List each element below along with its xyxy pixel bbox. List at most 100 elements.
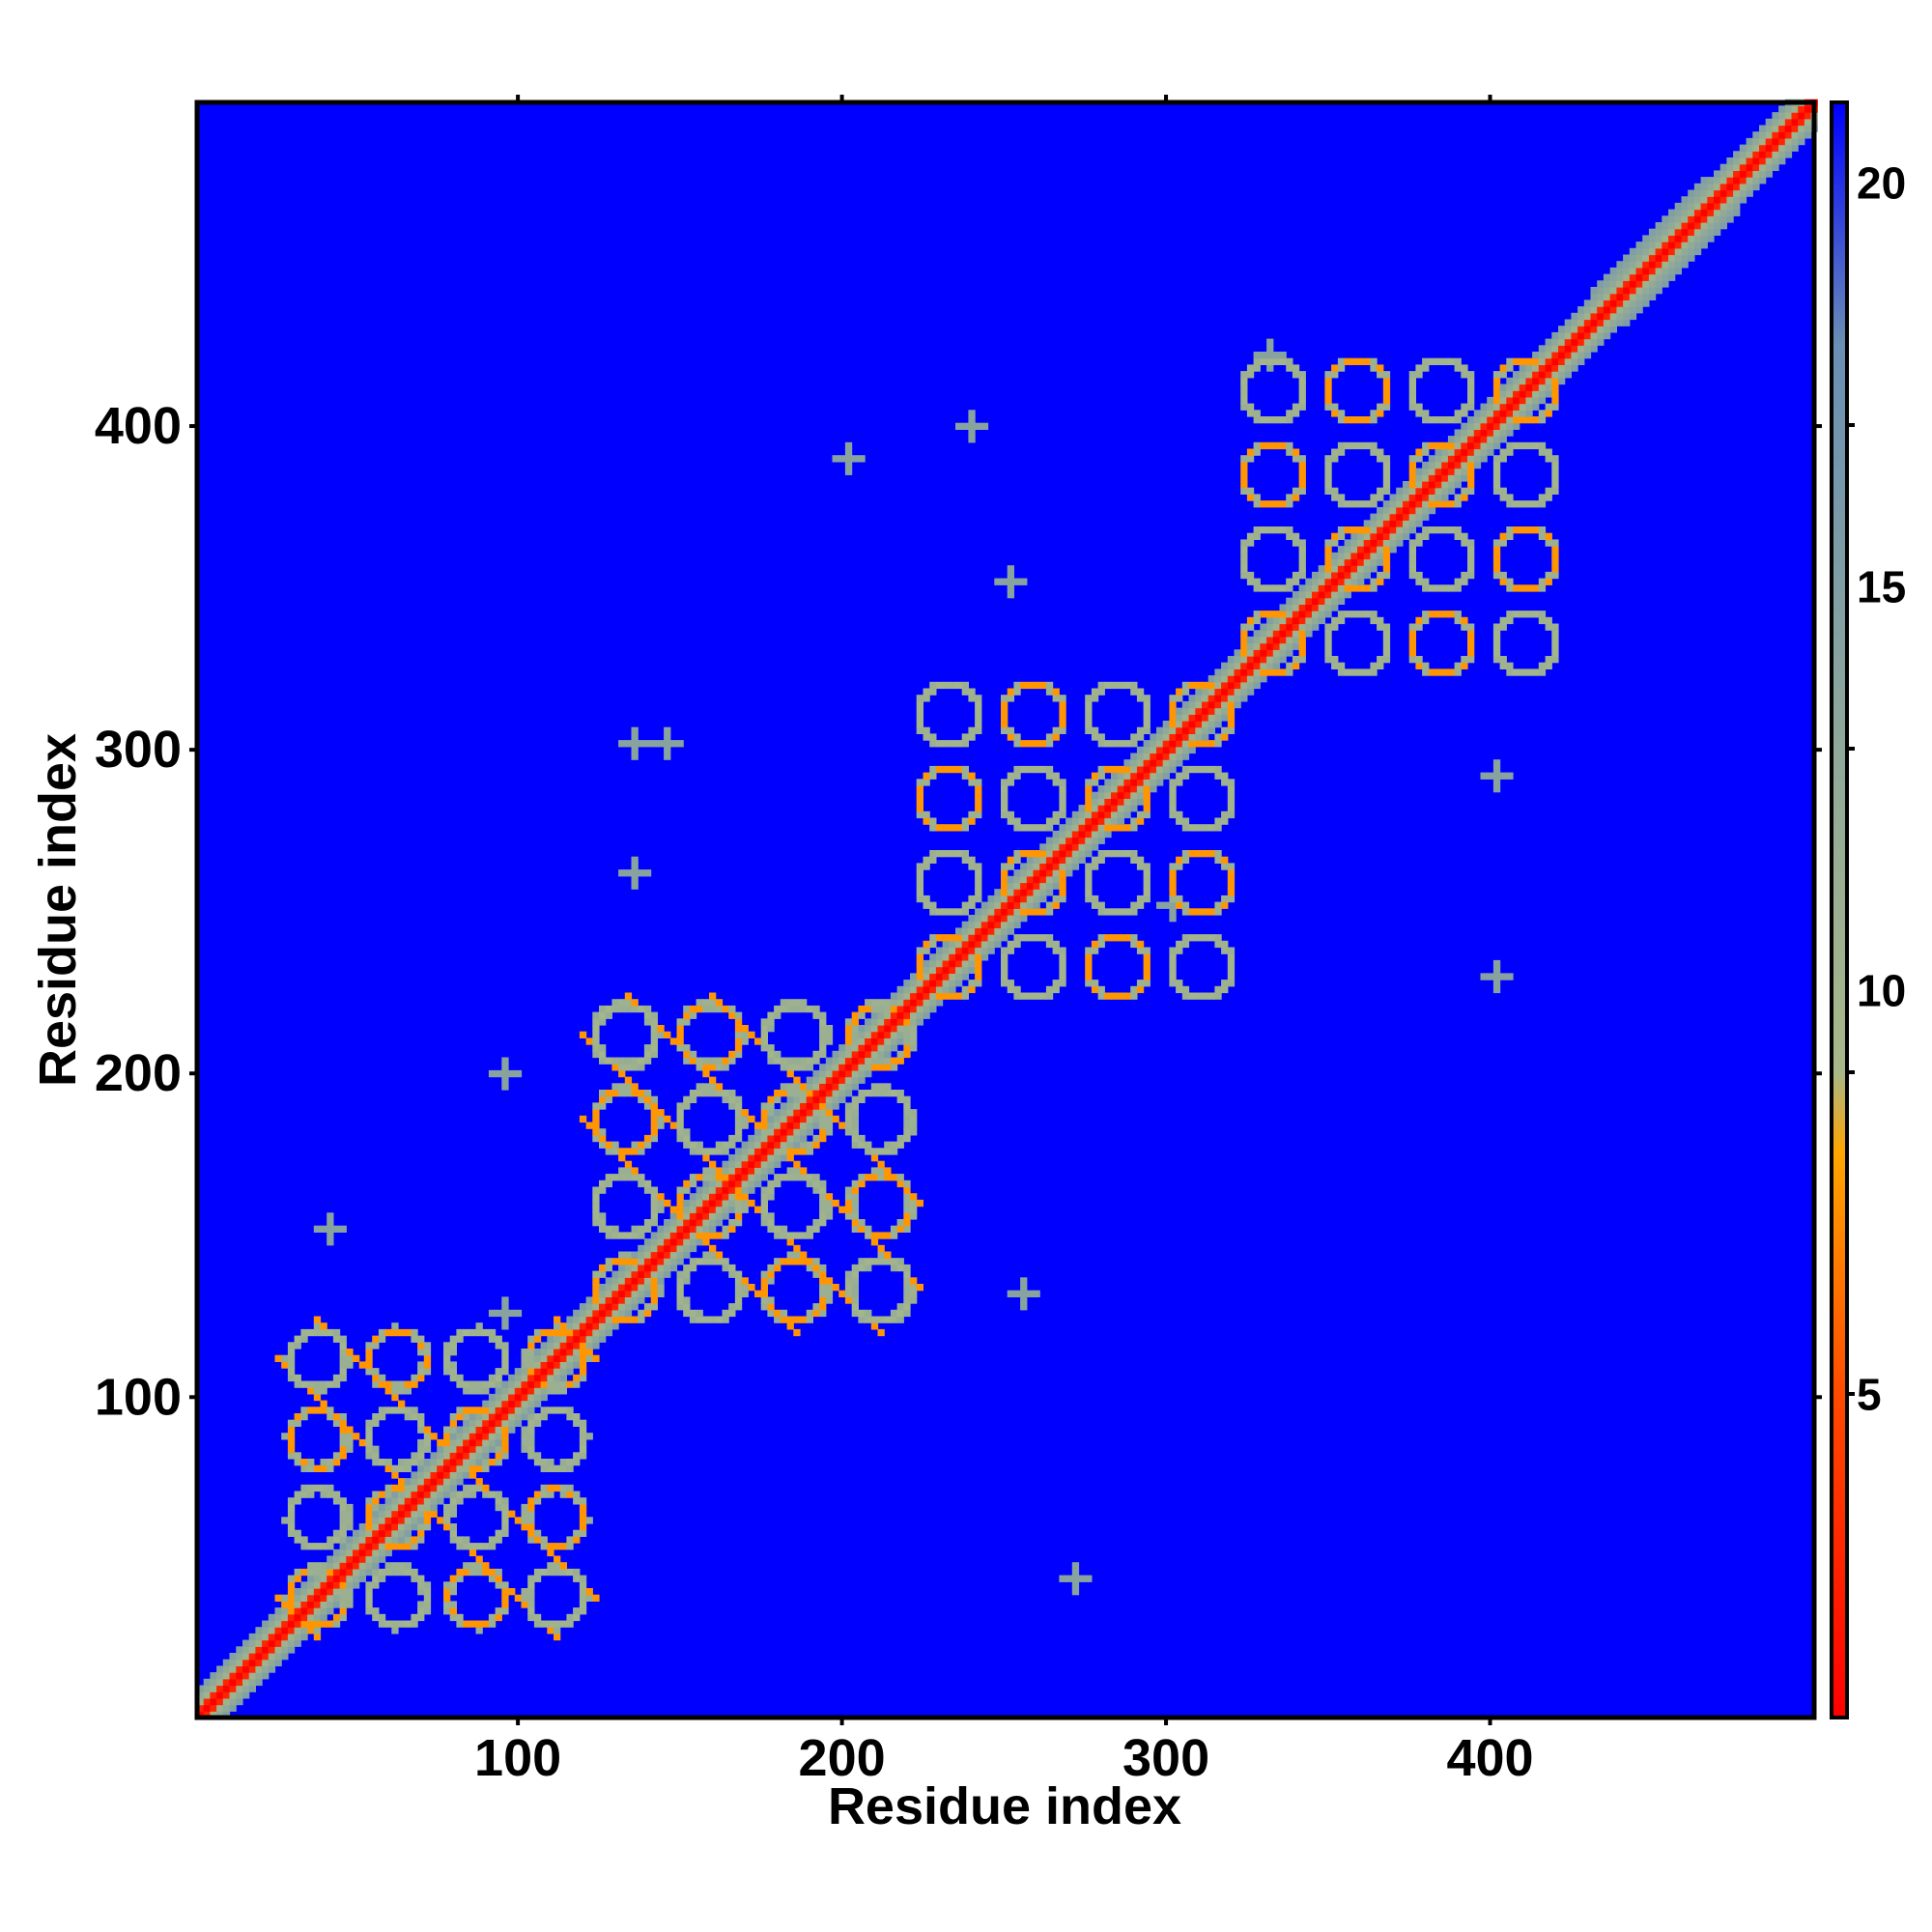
heatmap-cell (624, 992, 633, 1000)
heatmap-cell (404, 1562, 412, 1570)
heatmap-cell (1305, 611, 1313, 618)
heatmap-cell (248, 1646, 256, 1654)
heatmap-cell (332, 1555, 341, 1563)
heatmap-cell (638, 1064, 645, 1071)
heatmap-cell (1298, 539, 1306, 547)
heatmap-cell (1538, 416, 1547, 424)
heatmap-cell (514, 1419, 523, 1427)
heatmap-cell (611, 1322, 619, 1330)
heatmap-cell (734, 1044, 743, 1052)
heatmap-cell (579, 1361, 587, 1369)
heatmap-cell (1208, 688, 1215, 696)
heatmap-cell (404, 1484, 412, 1492)
colorbar-tick-label: 15 (1857, 562, 1906, 612)
heatmap-cell (806, 1057, 813, 1065)
heatmap-cell (1551, 338, 1559, 346)
heatmap-cell (197, 1691, 205, 1699)
heatmap-cell (851, 1270, 859, 1278)
heatmap-cell (910, 1193, 918, 1201)
heatmap-cell (521, 1517, 528, 1524)
heatmap-cell (1492, 403, 1501, 411)
heatmap-cell (1045, 824, 1054, 832)
heatmap-cell (1791, 105, 1799, 113)
heatmap-cell (1422, 532, 1430, 540)
heatmap-cell (463, 1328, 470, 1337)
heatmap-cell (793, 1244, 801, 1253)
heatmap-cell (1791, 112, 1799, 120)
heatmap-cell (449, 1510, 457, 1518)
heatmap-cell (1506, 662, 1514, 669)
heatmap-cell (592, 1328, 600, 1337)
heatmap-cell (417, 1523, 425, 1531)
heatmap-cell (618, 1069, 626, 1078)
heatmap-cell (1208, 707, 1215, 715)
heatmap-cell (495, 1529, 502, 1537)
heatmap-cell (514, 1374, 523, 1382)
heatmap-cell (676, 1251, 684, 1259)
heatmap-cell (1181, 985, 1190, 994)
heatmap-cell (391, 1471, 399, 1479)
heatmap-cell (456, 1406, 464, 1414)
heatmap-cell (1272, 649, 1281, 657)
heatmap-cell (547, 1406, 554, 1414)
heatmap-cell (650, 1128, 658, 1136)
heatmap-cell (391, 1328, 399, 1337)
heatmap-cell (527, 1387, 535, 1395)
heatmap-cell (1571, 352, 1578, 359)
heatmap-cell (1026, 882, 1035, 890)
heatmap-cell (307, 1484, 315, 1492)
heatmap-cell (1279, 623, 1287, 631)
heatmap-cell (1176, 695, 1183, 702)
heatmap-cell (268, 1627, 276, 1634)
heatmap-cell (547, 1459, 554, 1466)
heatmap-cell (1623, 261, 1631, 269)
heatmap-cell (262, 1653, 270, 1661)
heatmap-cell (1085, 953, 1093, 961)
heatmap-cell (1564, 331, 1572, 340)
heatmap-cell (1176, 817, 1183, 825)
heatmap-cell (786, 1258, 794, 1265)
heatmap-cell (929, 999, 937, 1007)
heatmap-cell (1071, 837, 1080, 844)
heatmap-cell (968, 934, 976, 942)
heatmap-cell (689, 1244, 697, 1253)
heatmap-cell (748, 1141, 755, 1149)
heatmap-cell (1020, 895, 1028, 903)
heatmap-cell (1150, 733, 1157, 741)
heatmap-cell (709, 1064, 717, 1071)
heatmap-cell (669, 1206, 678, 1213)
heatmap-cell (650, 1290, 658, 1297)
heatmap-cell (806, 1316, 813, 1323)
heatmap-cell (469, 1543, 477, 1550)
heatmap-cell (339, 1529, 347, 1537)
heatmap-cell (1130, 765, 1138, 774)
heatmap-cell (1020, 1303, 1028, 1311)
heatmap-cell (696, 1238, 703, 1246)
heatmap-cell (1104, 824, 1112, 832)
heatmap-cell (734, 1050, 743, 1059)
heatmap-cell (650, 1232, 658, 1239)
heatmap-cell (1123, 681, 1131, 690)
heatmap-cell (916, 1284, 923, 1292)
heatmap-cell (1227, 810, 1236, 819)
heatmap-cell (1629, 267, 1637, 275)
heatmap-cell (320, 1562, 327, 1570)
heatmap-cell (398, 1387, 406, 1395)
heatmap-cell (300, 1607, 308, 1615)
heatmap-cell (1344, 565, 1351, 573)
heatmap-cell (1117, 934, 1124, 942)
heatmap-cell (501, 1342, 509, 1350)
heatmap-cell (643, 1044, 652, 1052)
heatmap-cell (851, 1284, 859, 1292)
heatmap-cell (1551, 546, 1559, 554)
heatmap-cell (242, 1685, 250, 1692)
heatmap-cell (1001, 869, 1009, 877)
heatmap-cell (1629, 306, 1637, 314)
heatmap-cell (1227, 791, 1236, 799)
heatmap-cell (1357, 532, 1365, 540)
heatmap-cell (559, 1464, 567, 1472)
heatmap-cell (748, 1115, 755, 1123)
heatmap-cell (987, 895, 995, 903)
heatmap-cell (858, 1037, 866, 1045)
heatmap-cell (1681, 222, 1689, 230)
